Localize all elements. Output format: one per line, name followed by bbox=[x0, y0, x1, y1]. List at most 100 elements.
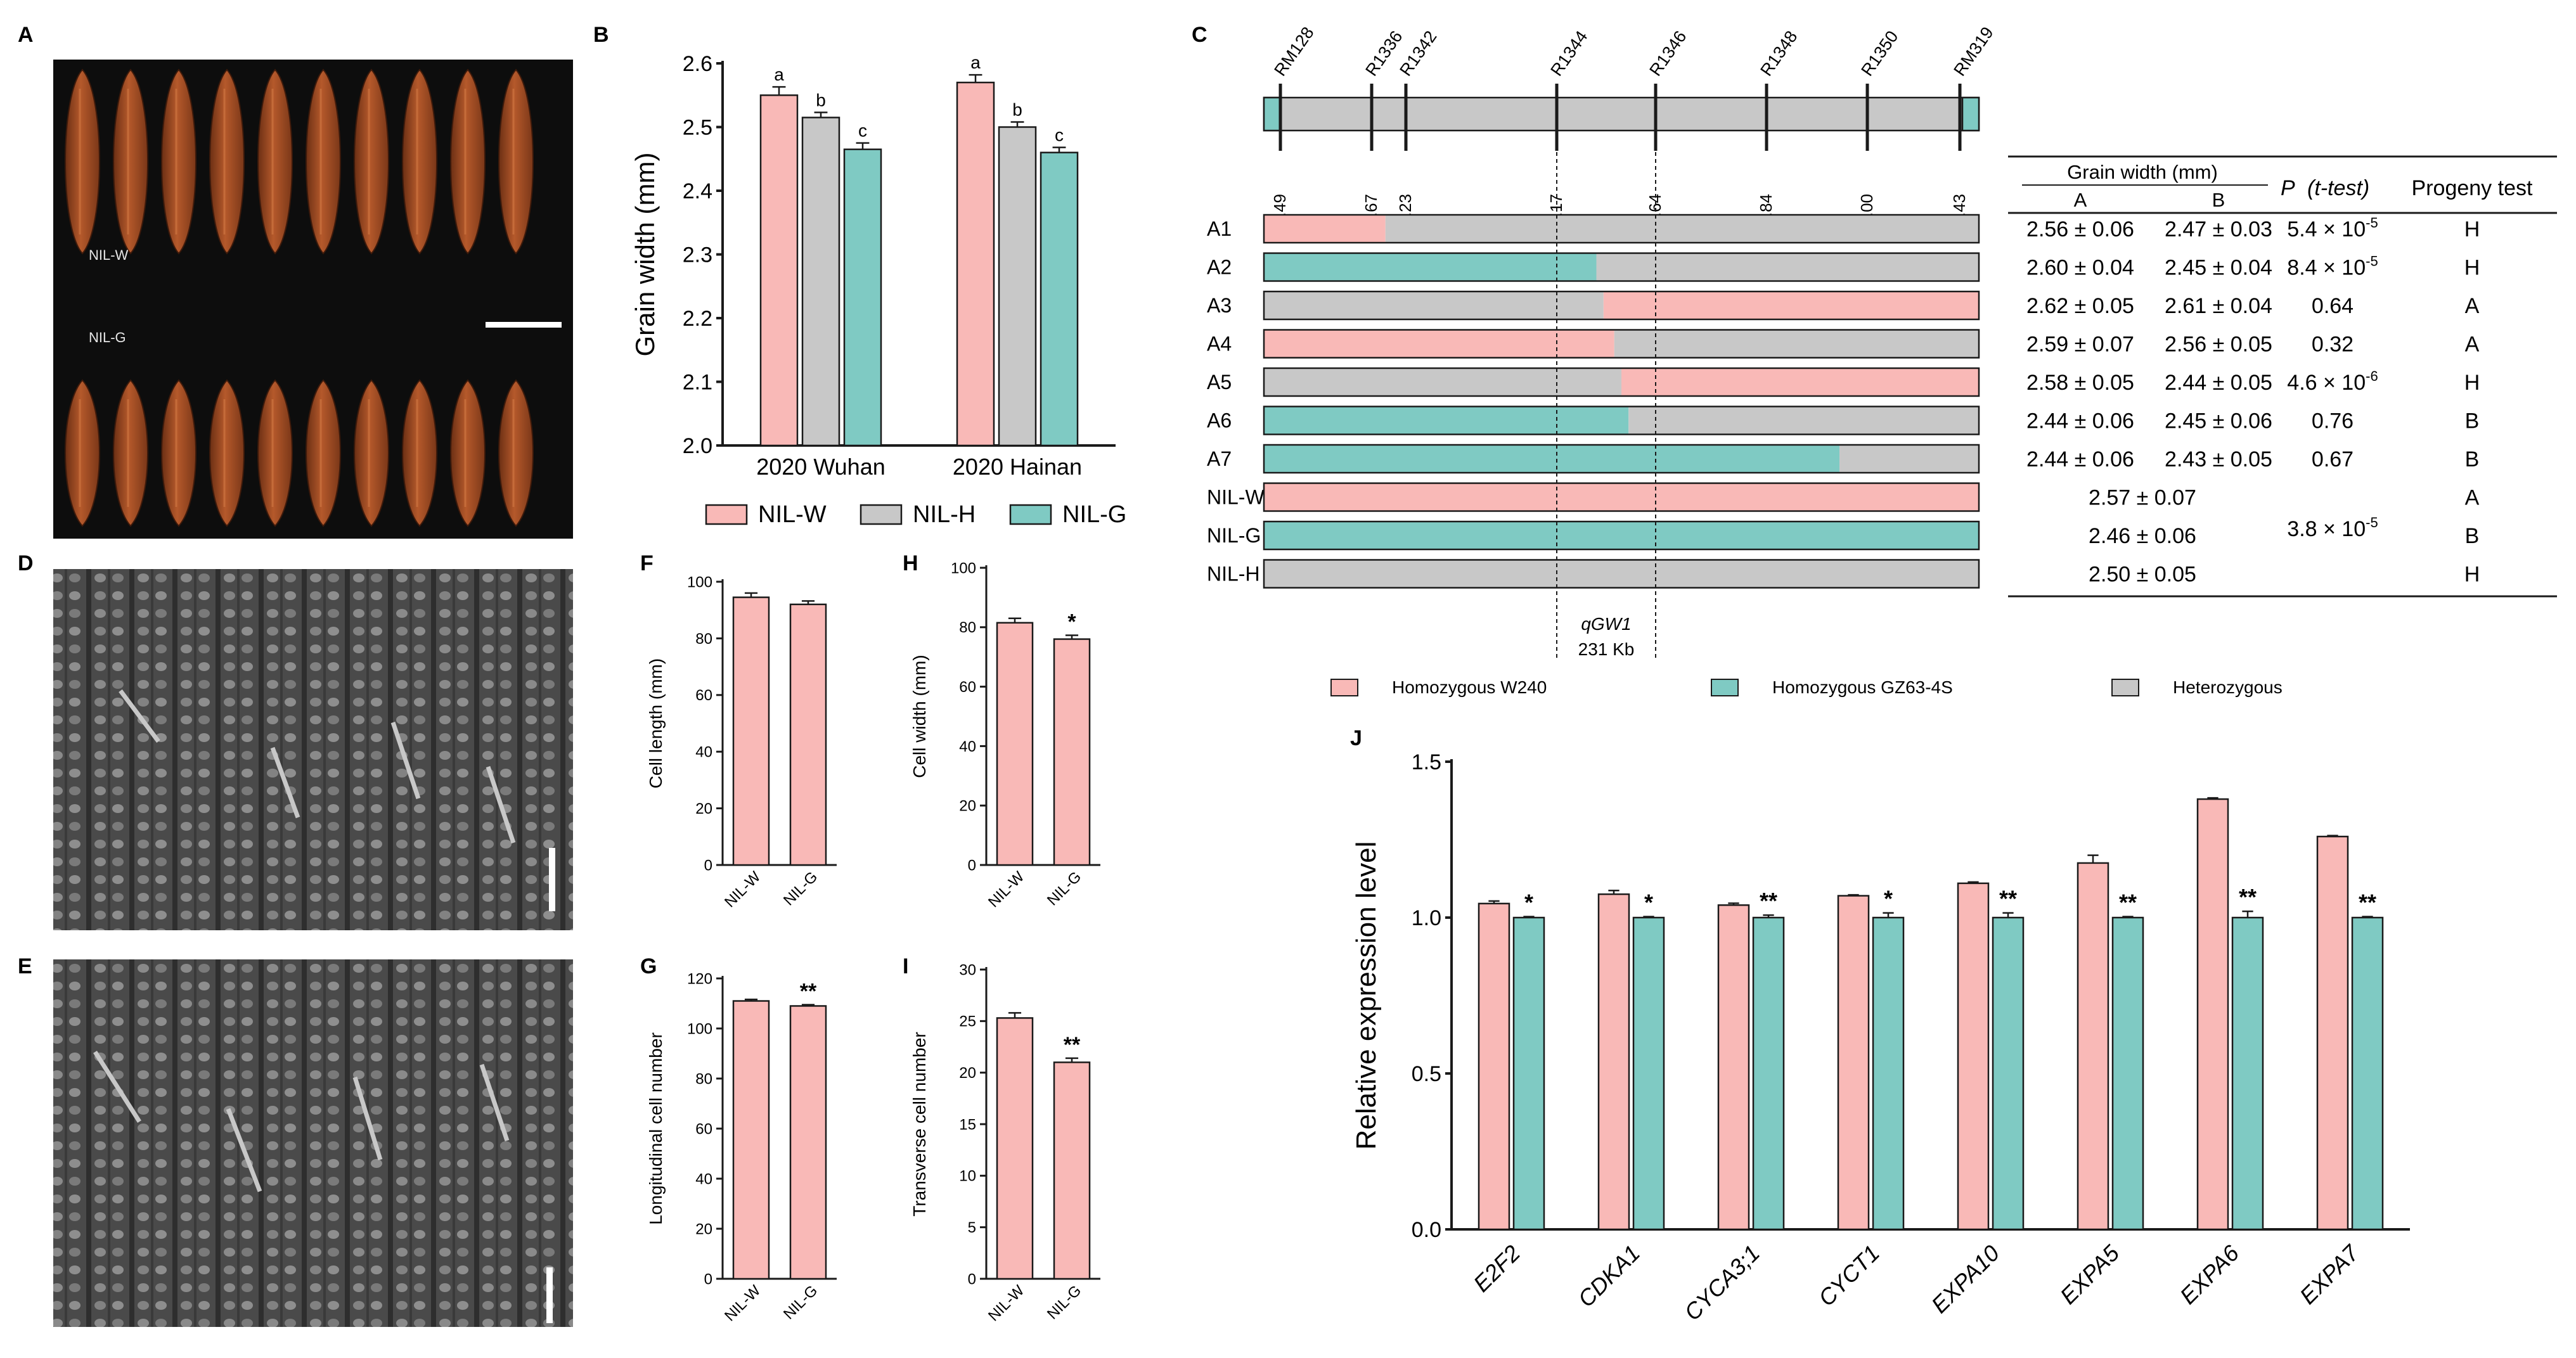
category-label: NIL-G bbox=[1044, 868, 1085, 909]
significance-stars: ** bbox=[1999, 886, 2017, 912]
panel-letter-j: J bbox=[1350, 726, 1362, 750]
significance-stars: * bbox=[1644, 890, 1653, 916]
bar-nil-w-expa5 bbox=[2077, 862, 2109, 1231]
y-tick-label: 20 bbox=[959, 798, 976, 815]
panel-i-transverse-cell-chart: 0 5 10 15 20 25 30 Transverse cell number NIL-W *… bbox=[910, 961, 1100, 1324]
y-tick-label: 40 bbox=[959, 738, 976, 755]
significance-letter: b bbox=[816, 90, 826, 110]
sem-image-nil-w bbox=[53, 569, 573, 930]
y-tick-label: 40 bbox=[695, 744, 712, 761]
significance-stars: ** bbox=[1064, 1033, 1081, 1057]
grain bbox=[113, 68, 148, 255]
category-label: EXPA10 bbox=[1926, 1240, 2004, 1318]
chromosome-end-left bbox=[1263, 96, 1282, 132]
p-value-a3: 0.64 bbox=[2312, 294, 2354, 318]
sem-hair bbox=[486, 765, 516, 844]
grain bbox=[65, 68, 100, 255]
legend-label-heterozygous: Heterozygous bbox=[2173, 677, 2283, 697]
progeny-a3: A bbox=[2465, 294, 2480, 318]
y-tick-label: 2.3 bbox=[683, 243, 712, 267]
p-value-exponent: -5 bbox=[2366, 253, 2378, 269]
significance-stars: * bbox=[1067, 610, 1076, 634]
value-nil-h: 2.50 ± 0.05 bbox=[2089, 563, 2196, 587]
legend-label-homozygous-w240: Homozygous W240 bbox=[1392, 677, 1547, 697]
panel-letter-b: B bbox=[593, 23, 609, 47]
category-label: CYCA3;1 bbox=[1679, 1240, 1765, 1326]
bar-nil-g-expa7 bbox=[2351, 916, 2384, 1231]
y-tick-label: 5 bbox=[968, 1219, 976, 1236]
category-label: E2F2 bbox=[1468, 1240, 1525, 1297]
category-label: 2020 Wuhan bbox=[756, 454, 886, 480]
category-label: NIL-G bbox=[780, 868, 821, 909]
grain bbox=[354, 379, 389, 527]
p-value-exponent: -5 bbox=[2366, 215, 2378, 231]
line-name-nil-g: NIL-G bbox=[1207, 524, 1261, 547]
segment-gray bbox=[1628, 406, 1979, 435]
grain-row-nil-g bbox=[65, 379, 534, 527]
category-label: NIL-W bbox=[721, 1282, 764, 1324]
grain bbox=[450, 68, 486, 255]
segment-gray bbox=[1385, 215, 1979, 243]
header-col-b: B bbox=[2212, 189, 2225, 211]
progeny-nil-h: H bbox=[2464, 563, 2480, 587]
value-b-a6: 2.45 ± 0.06 bbox=[2165, 409, 2272, 433]
y-tick-label: 0 bbox=[704, 857, 712, 874]
bar-nil-w-2020-hainan bbox=[956, 81, 995, 447]
segment-gray bbox=[1264, 291, 1604, 319]
progeny-nil-w: A bbox=[2465, 486, 2480, 510]
sem-hair bbox=[270, 746, 300, 819]
significance-stars: ** bbox=[2239, 884, 2257, 910]
line-name-nil-h: NIL-H bbox=[1207, 563, 1260, 586]
bar-nil-g-cdka1 bbox=[1632, 916, 1665, 1231]
y-tick-label: 20 bbox=[695, 800, 712, 817]
grain bbox=[498, 379, 534, 527]
chromosome-end-right bbox=[1961, 96, 1980, 132]
line-outline-nil-w bbox=[1263, 482, 1980, 512]
y-tick-label: 80 bbox=[959, 619, 976, 636]
segment-gray bbox=[1264, 560, 1979, 588]
segment-teal bbox=[1264, 253, 1597, 281]
bar-nil-g-cyca3-1 bbox=[1752, 916, 1785, 1231]
line-name-a4: A4 bbox=[1207, 333, 1232, 356]
panel-b-grain-width-chart: 2.0 2.1 2.2 2.3 2.4 2.5 2.6 Grain width (mm) a b c… bbox=[630, 52, 1126, 528]
progeny-a2: H bbox=[2464, 256, 2480, 280]
y-axis-label: Relative expression level bbox=[1351, 842, 1382, 1150]
segment-pink bbox=[1264, 215, 1386, 243]
line-outline-a5 bbox=[1263, 367, 1980, 397]
y-tick-label: 0.0 bbox=[1412, 1218, 1441, 1242]
bar-nil-w-e2f2 bbox=[1478, 902, 1510, 1231]
bar-nil-g-nil-g bbox=[1053, 1061, 1091, 1280]
value-b-a3: 2.61 ± 0.04 bbox=[2165, 294, 2272, 318]
marker-name-r1348: R1348 bbox=[1756, 27, 1801, 79]
bar-nil-g-expa10 bbox=[1992, 916, 2025, 1231]
panel-letter-i: I bbox=[903, 954, 908, 978]
header-grain-width: Grain width (mm) bbox=[2067, 161, 2218, 183]
y-tick-label: 2.2 bbox=[683, 307, 712, 331]
value-nil-g: 2.46 ± 0.06 bbox=[2089, 524, 2196, 548]
line-name-a6: A6 bbox=[1207, 409, 1232, 432]
grain bbox=[65, 379, 100, 527]
label-nil-w: NIL-W bbox=[89, 247, 129, 263]
y-tick-label: 25 bbox=[959, 1013, 976, 1030]
panel-letter-a: A bbox=[18, 23, 34, 47]
category-label: NIL-W bbox=[721, 868, 764, 911]
value-a-a5: 2.58 ± 0.05 bbox=[2026, 371, 2134, 395]
y-axis-label: Grain width (mm) bbox=[630, 152, 660, 356]
segment-pink bbox=[1264, 330, 1614, 358]
value-b-a1: 2.47 ± 0.03 bbox=[2165, 217, 2272, 241]
panel-letter-h: H bbox=[903, 551, 918, 575]
p-value-exponent: -6 bbox=[2366, 368, 2378, 384]
y-tick-label: 2.5 bbox=[683, 115, 712, 139]
panel-letter-c: C bbox=[1192, 23, 1208, 47]
bar-nil-g-2020-hainan bbox=[1040, 151, 1079, 447]
value-a-a1: 2.56 ± 0.06 bbox=[2026, 217, 2134, 241]
bar-nil-w-cyct1 bbox=[1837, 895, 1870, 1231]
panel-d-sem-image bbox=[53, 569, 573, 930]
grain bbox=[402, 379, 437, 527]
y-axis-label: Longitudinal cell number bbox=[646, 1032, 666, 1225]
panel-f-cell-length-chart: 0 20 40 60 80 100 Cell length (mm) NIL-W NIL-G bbox=[646, 573, 837, 911]
marker-name-rm128: RM128 bbox=[1270, 23, 1318, 80]
header-ttest: (t-test) bbox=[2307, 176, 2369, 200]
line-outline-a4 bbox=[1263, 329, 1980, 359]
header-p: P bbox=[2281, 176, 2295, 200]
